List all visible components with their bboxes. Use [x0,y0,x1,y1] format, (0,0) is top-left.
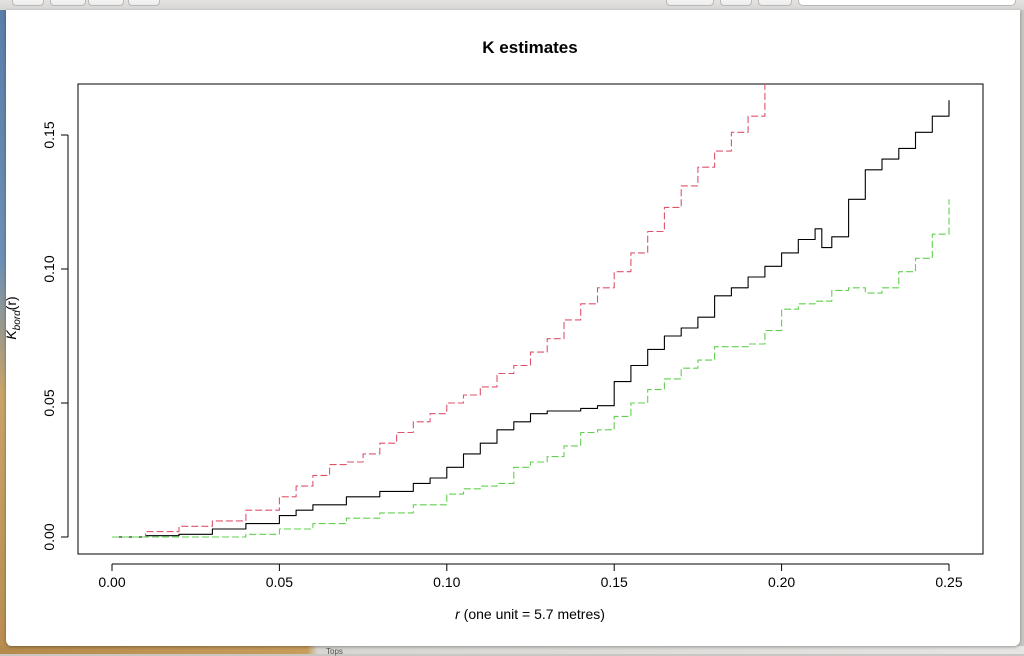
series-line-3 [112,199,950,538]
toolbar-button[interactable] [666,0,714,6]
x-axis-label: r (one unit = 5.7 metres) [455,606,605,622]
toolbar-button[interactable] [758,0,792,6]
series-line-1 [112,100,950,538]
y-axis-label-subscript: bord [12,310,23,330]
toolbar-button[interactable] [88,0,124,6]
series-line-2 [112,84,766,538]
y-tick-label: 0.10 [41,255,57,282]
y-axis-label-argument: (r) [3,296,19,310]
background-window-text: Tops [326,647,343,656]
y-axis-label-main: K [3,330,19,340]
chart-title: K estimates [482,38,577,57]
x-tick-label: 0.05 [266,574,293,590]
x-tick-label: 0.15 [601,574,628,590]
x-axis-label-variable: r [455,606,461,622]
x-axis-label-unit: (one unit = 5.7 metres) [460,606,605,622]
plot-frame [77,83,984,555]
x-tick-label: 0.20 [768,574,795,590]
y-tick-label: 0.05 [41,389,57,416]
x-tick-label: 0.25 [935,574,962,590]
toolbar-button[interactable] [720,0,752,6]
y-axis: 0.00 0.05 0.10 0.15 [41,121,69,551]
series-layer [112,84,950,538]
toolbar-button[interactable] [12,0,44,6]
desktop-background-left [0,0,8,654]
y-tick-label: 0.15 [41,121,57,148]
background-toolbar [0,0,1024,10]
toolbar-search-field[interactable] [798,0,1016,6]
x-tick-label: 0.00 [98,574,125,590]
toolbar-button[interactable] [128,0,160,6]
y-tick-label: 0.00 [41,523,57,550]
x-tick-label: 0.10 [433,574,460,590]
plot-window [6,10,1020,646]
x-axis: 0.00 0.05 0.10 0.15 0.20 0.25 [98,563,963,590]
desktop-background-bottom [0,646,1024,654]
toolbar-button[interactable] [50,0,86,6]
y-axis-label: Kbord(r) [3,296,23,339]
